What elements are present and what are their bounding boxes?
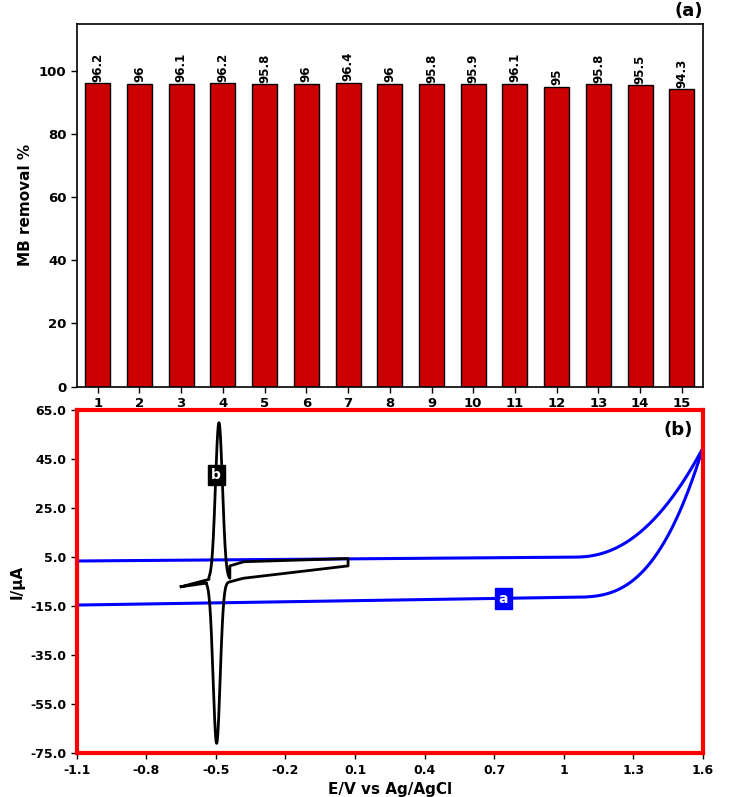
Text: 96.1: 96.1	[175, 53, 187, 82]
Bar	[460, 84, 486, 387]
Text: 96: 96	[300, 65, 313, 82]
Bar	[544, 87, 569, 387]
Bar	[627, 85, 653, 387]
Text: 96.2: 96.2	[217, 53, 229, 81]
Text: 94.3: 94.3	[676, 58, 688, 88]
Bar	[210, 83, 236, 387]
Bar	[669, 89, 695, 387]
Text: 95: 95	[550, 69, 563, 85]
Bar	[335, 83, 361, 387]
Text: (a): (a)	[674, 2, 703, 20]
Bar	[85, 83, 111, 387]
Bar	[127, 84, 152, 387]
X-axis label: Cycle times: Cycle times	[340, 415, 439, 430]
Bar	[168, 84, 194, 387]
Bar	[252, 84, 277, 387]
Bar	[419, 84, 444, 387]
Text: 96.1: 96.1	[509, 53, 521, 82]
Bar	[586, 84, 611, 387]
Y-axis label: I/μA: I/μA	[10, 565, 25, 599]
Text: 95.5: 95.5	[634, 54, 646, 84]
Bar	[502, 84, 528, 387]
X-axis label: E/V vs Ag/AgCl: E/V vs Ag/AgCl	[328, 782, 452, 797]
Text: (b): (b)	[664, 421, 693, 438]
Text: 96: 96	[384, 65, 396, 82]
Bar	[377, 84, 403, 387]
Text: 96.2: 96.2	[92, 53, 104, 81]
Text: 96: 96	[133, 65, 146, 82]
Y-axis label: MB removal %: MB removal %	[18, 144, 33, 266]
Text: b: b	[212, 468, 221, 482]
Text: 96.4: 96.4	[342, 52, 354, 81]
Text: a: a	[498, 591, 508, 606]
Text: 95.8: 95.8	[425, 53, 438, 83]
Bar	[294, 84, 319, 387]
Text: 95.8: 95.8	[258, 53, 271, 83]
Text: 95.8: 95.8	[592, 53, 605, 83]
Text: 95.9: 95.9	[467, 53, 479, 83]
